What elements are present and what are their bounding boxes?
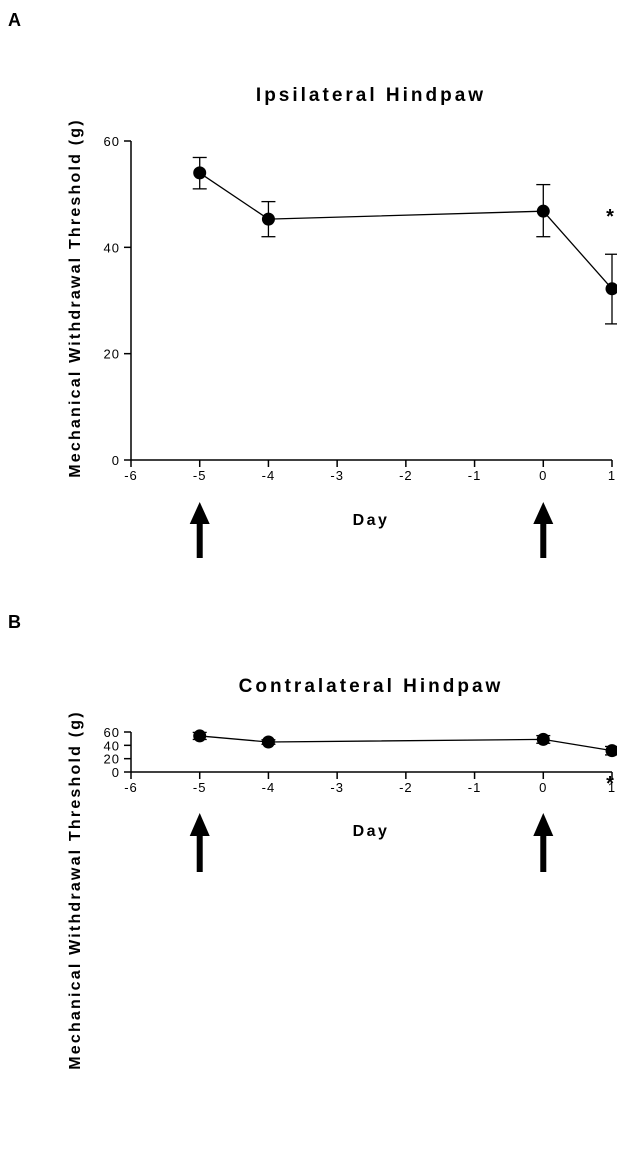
panel-a-title: Ipsilateral Hindpaw — [256, 85, 486, 106]
panel-a-x-axis-label: Day — [353, 512, 390, 529]
panel-a-arrow-head-icon — [189, 502, 210, 524]
panel-a-letter: A — [8, 10, 21, 30]
panel-a-data-point — [261, 212, 275, 226]
panel-b-data-point — [605, 744, 617, 758]
panel-b-letter: B — [8, 612, 21, 632]
panel-b-y-axis-label: Mechanical Withdrawal Threshold (g) — [67, 710, 84, 1070]
panel-b-series-line — [199, 735, 613, 752]
panel-b-data-point — [261, 735, 275, 749]
panel-b-title: Contralateral Hindpaw — [239, 676, 504, 697]
panel-b-y-tick-label: 0 — [112, 765, 120, 780]
panel-a-significance-star: * — [606, 206, 614, 228]
panel-a-y-tick-label: 60 — [104, 134, 120, 149]
panel-b-y-tick-label: 40 — [104, 738, 120, 753]
panel-a-plot: 0 20 40 60 -6 -5 -4 -3 -2 -1 0 1 — [104, 134, 617, 558]
panel-a-x-tick-label: -4 — [262, 468, 276, 483]
panel-a-arrow-shaft-icon — [540, 524, 547, 558]
panel-b-x-tick-label: -2 — [399, 780, 413, 795]
panel-b-x-tick-label: -3 — [330, 780, 344, 795]
panel-a-data-point — [536, 204, 550, 218]
panel-a-y-axis-label: Mechanical Withdrawal Threshold (g) — [67, 118, 84, 478]
panel-b-significance-star: * — [606, 773, 614, 795]
panel-a-y-tick-label: 0 — [112, 453, 120, 468]
panel-b-x-tick-label: 0 — [539, 780, 547, 795]
panel-b-data-point — [193, 729, 207, 743]
panel-a-x-tick-label: -1 — [468, 468, 482, 483]
panel-a-arrow-shaft-icon — [196, 524, 203, 558]
panel-a-series-line — [199, 172, 613, 290]
panel-b-y-tick-label: 20 — [104, 752, 120, 767]
panel-a-x-tick-label: -3 — [330, 468, 344, 483]
panel-a-y-tick-label: 40 — [104, 240, 120, 255]
panel-a-arrow-head-icon — [533, 502, 554, 524]
panel-b-arrow-head-icon — [189, 813, 210, 836]
panel-a-data-point — [193, 166, 207, 180]
panel-b-arrow-head-icon — [533, 813, 554, 836]
panel-b-x-tick-label: -6 — [124, 780, 138, 795]
panel-b-arrow-shaft-icon — [196, 836, 203, 872]
panel-a-x-tick-label: -6 — [124, 468, 138, 483]
panel-a-data-point — [605, 282, 617, 296]
panel-b-arrow-shaft-icon — [540, 836, 547, 872]
panel-a-y-tick-label: 20 — [104, 347, 120, 362]
panel-b-x-tick-label: -4 — [262, 780, 276, 795]
panel-a-x-tick-label: -2 — [399, 468, 413, 483]
panel-b-x-tick-label: 1 — [608, 780, 616, 795]
panel-b-x-axis-label: Day — [353, 823, 390, 840]
panel-b-data-point — [536, 732, 550, 746]
panel-a-x-tick-label: 1 — [608, 468, 616, 483]
panel-b-y-tick-label: 60 — [104, 725, 120, 740]
panel-a-x-tick-label: -5 — [193, 468, 207, 483]
panel-b-x-tick-label: -5 — [193, 780, 207, 795]
panel-a-x-tick-label: 0 — [539, 468, 547, 483]
panel-b-x-tick-label: -1 — [468, 780, 482, 795]
